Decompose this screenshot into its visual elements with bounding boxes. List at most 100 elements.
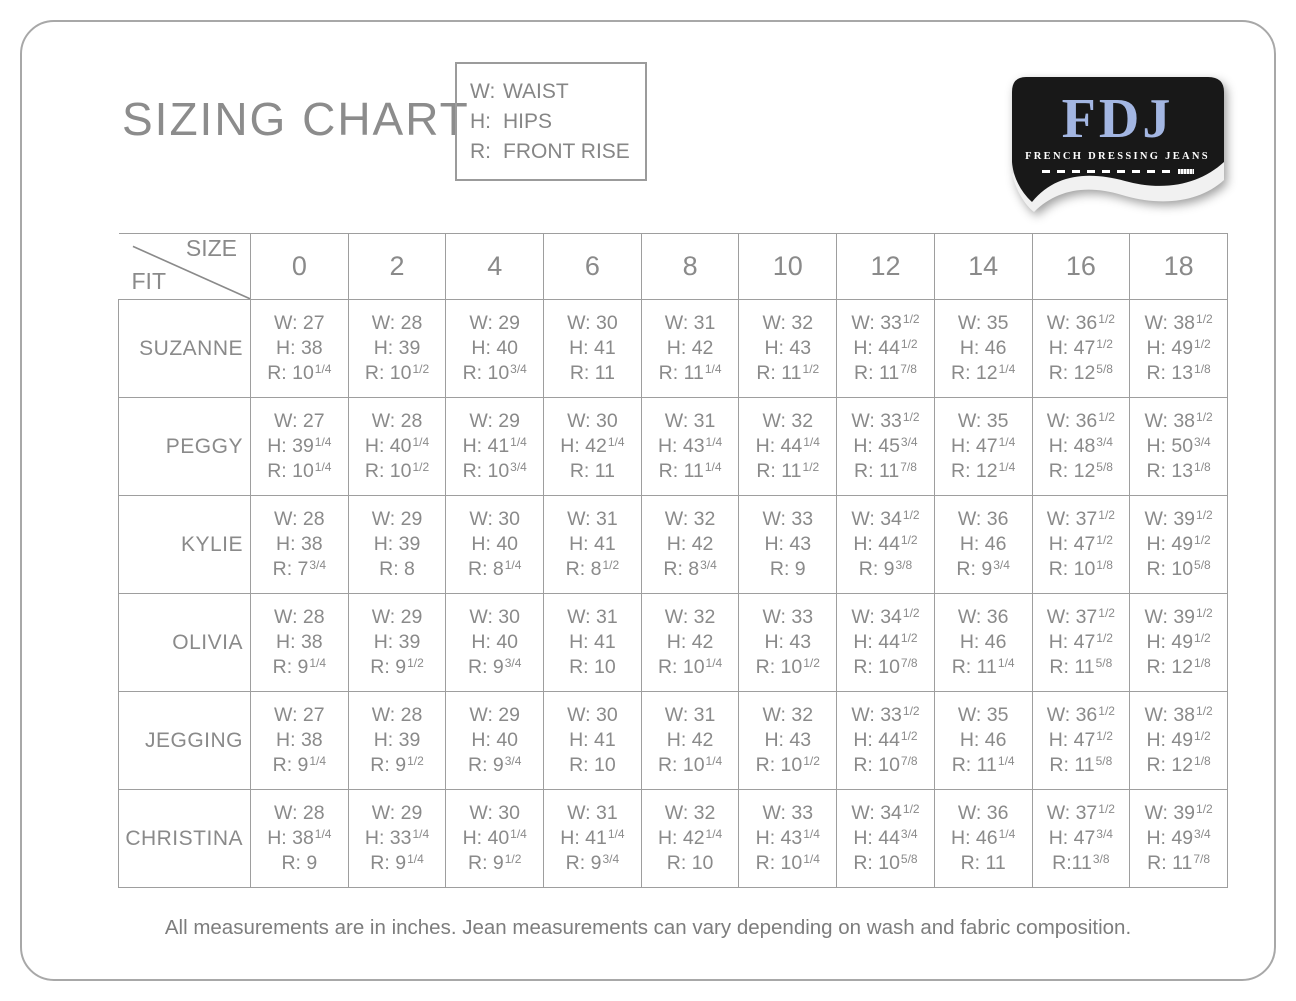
measurement-line: W: 391/2 [1130,801,1227,826]
size-column-header: 10 [738,233,838,300]
measurement-line: R: 101/4 [251,459,348,484]
size-cell: W: 36 H: 46 R: 111/4 [933,593,1033,692]
measurement-line: H: 431/4 [739,826,836,851]
measurement-text: W: 29 [371,508,423,530]
measurement-line: H: 491/2 [1130,728,1227,753]
measurement-line: W: 341/2 [837,605,934,630]
fraction: 1/2 [802,460,820,474]
measurement-line: H: 471/2 [1033,728,1130,753]
fraction: 1/2 [1098,312,1115,326]
measurement-text: R: 11 [854,362,900,384]
measurement-line: W: 32 [739,311,836,336]
size-cell: W: 32 H: 421/4 R: 10 [640,789,740,888]
measurement-line: R: 11 [935,851,1032,876]
measurement-line: W: 31 [544,801,641,826]
measurement-text: R: 12 [951,460,998,482]
measurement-line: R: 91/2 [349,655,446,680]
measurement-line: H: 41 [544,532,641,557]
measurement-line: H: 401/4 [349,434,446,459]
measurement-text: H: 39 [373,631,421,653]
measurement-line: W: 30 [446,507,543,532]
measurement-text: R: 12 [1048,362,1096,384]
fraction: 1/4 [314,435,332,449]
measurement-text: H: 42 [666,631,714,653]
measurement-text: R: 10 [364,460,412,482]
measurement-text: W: 34 [851,508,902,530]
measurement-text: H: 42 [657,827,705,849]
measurement-line: R: 93/4 [446,655,543,680]
fraction: 1/2 [1194,729,1211,743]
fit-row-label: SUZANNE [118,299,251,398]
measurement-text: R: 10 [657,754,705,776]
measurement-text: H: 33 [364,827,412,849]
measurement-line: R: 117/8 [1130,851,1227,876]
size-cell: W: 36 H: 46 R: 93/4 [933,495,1033,594]
fraction: 1/4 [998,460,1016,474]
measurement-text: R: 12 [1146,754,1194,776]
size-column-header: 6 [543,233,642,300]
measurement-text: W: 37 [1046,606,1098,628]
measurement-text: R: 10 [755,754,803,776]
fraction: 1/2 [802,362,820,376]
measurement-text: W: 32 [762,704,814,726]
size-cell: W: 32 H: 43 R: 111/2 [738,299,838,398]
measurement-line: W: 381/2 [1130,703,1227,728]
fraction: 3/8 [1092,852,1110,866]
measurement-line: R: 121/8 [1130,655,1227,680]
size-cell: W: 35 H: 46 R: 111/4 [933,691,1033,790]
measurement-text: H: 42 [560,435,607,457]
measurement-text: H: 46 [959,631,1007,653]
measurement-line: W: 29 [446,703,543,728]
measurement-text: W: 33 [762,802,814,824]
measurement-text: W: 38 [1144,704,1196,726]
measurement-text: H: 45 [853,435,900,457]
measurement-text: W: 36 [957,606,1009,628]
measurement-text: R: 9 [370,754,407,776]
size-column-header: 18 [1129,233,1228,300]
measurement-line: R: 91/2 [349,753,446,778]
size-cell: W: 31 H: 431/4 R: 111/4 [640,397,740,496]
measurement-text: W: 33 [851,312,902,334]
measurement-line: W: 31 [642,703,739,728]
fraction: 1/4 [412,827,430,841]
measurement-line: R: 115/8 [1033,753,1130,778]
measurement-text: W: 31 [567,802,618,824]
measurement-line: W: 341/2 [837,507,934,532]
measurement-text: H: 44 [853,337,900,359]
measurement-text: H: 47 [951,435,998,457]
fraction: 3/4 [510,362,527,376]
fraction: 1/4 [705,754,723,768]
fraction: 1/4 [314,460,332,474]
measurement-line: W: 28 [349,703,446,728]
measurement-text: H: 44 [755,435,803,457]
fraction: 1/2 [1098,508,1115,522]
fraction: 1/2 [412,460,430,474]
measurement-line: H: 491/2 [1130,630,1227,655]
measurement-text: W: 27 [274,312,325,334]
measurement-line: H: 46 [935,532,1032,557]
measurement-line: W: 36 [935,507,1032,532]
measurement-text: W: 28 [371,704,423,726]
footer-note: All measurements are in inches. Jean mea… [164,916,1132,939]
size-cell: W: 29 H: 39 R: 8 [347,495,447,594]
size-cell: W: 28 H: 38 R: 73/4 [250,495,349,594]
measurement-text: W: 32 [664,802,716,824]
measurement-line: R: 101/4 [251,361,348,386]
measurement-line: R: 91/4 [251,753,348,778]
measurement-text: R: 13 [1146,362,1194,384]
measurement-text: H: 40 [364,435,412,457]
corner-fit-label: FIT [131,268,167,294]
fraction: 1/4 [705,435,723,449]
measurement-line: H: 381/4 [251,826,348,851]
fraction: 1/4 [803,435,820,449]
measurement-line: H: 41 [544,336,641,361]
size-column-header: 16 [1031,233,1131,300]
measurement-line: W: 29 [349,605,446,630]
fraction: 1/2 [407,656,424,670]
measurement-text: W: 36 [1046,312,1098,334]
size-cell: W: 30 H: 40 R: 93/4 [445,593,545,692]
measurement-line: W: 32 [739,703,836,728]
measurement-text: H: 46 [959,533,1007,555]
measurement-line: H: 43 [739,630,836,655]
measurement-text: W: 39 [1144,802,1196,824]
